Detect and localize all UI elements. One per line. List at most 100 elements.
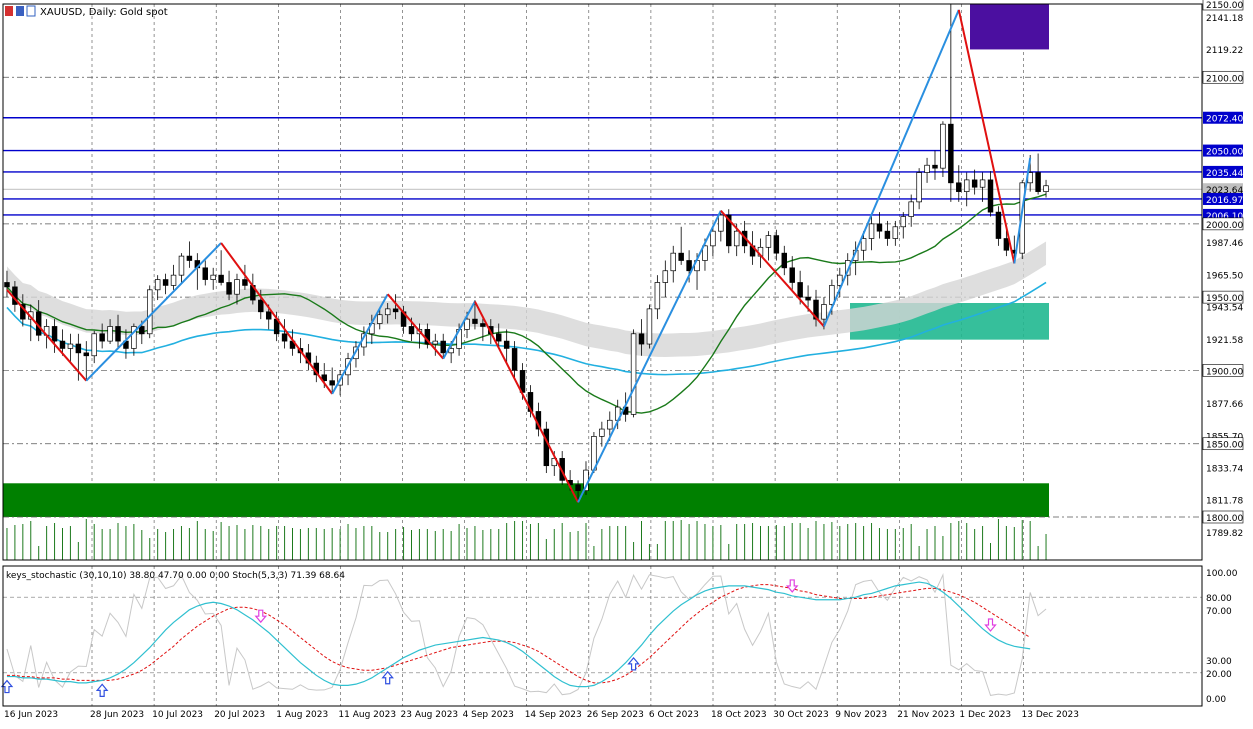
candle-body[interactable] bbox=[726, 214, 732, 247]
candle-body[interactable] bbox=[733, 230, 740, 247]
candle-body[interactable] bbox=[662, 270, 669, 283]
candle-body[interactable] bbox=[789, 267, 795, 283]
candle-body[interactable] bbox=[821, 304, 827, 320]
candle-body[interactable] bbox=[900, 216, 906, 228]
candle-body[interactable] bbox=[971, 179, 978, 188]
candle-body[interactable] bbox=[147, 289, 153, 335]
candle-body[interactable] bbox=[718, 214, 724, 232]
candle-body[interactable] bbox=[83, 352, 90, 357]
candle-body[interactable] bbox=[186, 255, 193, 261]
candle-body[interactable] bbox=[956, 182, 962, 192]
candle-body[interactable] bbox=[226, 282, 232, 295]
candle-body[interactable] bbox=[234, 279, 240, 295]
line-chart-icon[interactable] bbox=[26, 5, 36, 17]
candle-body[interactable] bbox=[781, 252, 788, 269]
candle-body[interactable] bbox=[710, 230, 716, 247]
candle-body[interactable] bbox=[1043, 185, 1049, 192]
candle-body[interactable] bbox=[480, 323, 486, 327]
candle-body[interactable] bbox=[575, 484, 581, 491]
candle-body[interactable] bbox=[107, 326, 113, 342]
candle-body[interactable] bbox=[440, 340, 446, 354]
candle-body[interactable] bbox=[995, 211, 1002, 239]
candle-body[interactable] bbox=[258, 299, 264, 313]
candle-body[interactable] bbox=[1035, 172, 1041, 192]
candle-body[interactable] bbox=[408, 326, 415, 335]
candle-body[interactable] bbox=[646, 308, 653, 345]
candle-body[interactable] bbox=[876, 223, 883, 232]
candle-body[interactable] bbox=[329, 380, 335, 386]
x-tick-label: 1 Aug 2023 bbox=[276, 710, 328, 720]
candle-body[interactable] bbox=[464, 318, 470, 330]
candle-body[interactable] bbox=[987, 179, 994, 213]
bar-chart-icon[interactable] bbox=[5, 6, 13, 16]
candle-body[interactable] bbox=[829, 285, 835, 305]
candle-body[interactable] bbox=[511, 348, 518, 371]
candle-body[interactable] bbox=[805, 296, 811, 301]
candle-body[interactable] bbox=[702, 245, 708, 261]
candle-body[interactable] bbox=[908, 201, 914, 217]
candle-body[interactable] bbox=[607, 419, 613, 430]
candle-body[interactable] bbox=[638, 333, 645, 345]
candle-body[interactable] bbox=[932, 164, 938, 169]
candle-body[interactable] bbox=[503, 340, 510, 349]
candle-body[interactable] bbox=[51, 326, 58, 342]
candle-body[interactable] bbox=[963, 179, 970, 192]
candle-body[interactable] bbox=[837, 274, 843, 286]
candle-body[interactable] bbox=[99, 333, 105, 342]
round-level-tag bbox=[1202, 364, 1244, 377]
candle-body[interactable] bbox=[678, 252, 684, 261]
candle-body[interactable] bbox=[4, 282, 10, 288]
candle-body[interactable] bbox=[813, 299, 819, 320]
candle-body[interactable] bbox=[496, 333, 502, 342]
candle-body[interactable] bbox=[868, 223, 875, 239]
candle-body[interactable] bbox=[654, 282, 661, 310]
candle-body[interactable] bbox=[948, 123, 954, 184]
round-level-tag bbox=[1202, 0, 1244, 11]
zigzag-segment bbox=[6, 289, 88, 382]
candle-body[interactable] bbox=[599, 428, 605, 437]
candle-body[interactable] bbox=[924, 164, 930, 173]
candle-body[interactable] bbox=[1003, 238, 1010, 251]
candle-body[interactable] bbox=[131, 326, 137, 349]
candle-body[interactable] bbox=[210, 274, 216, 280]
candle-body[interactable] bbox=[281, 333, 288, 342]
candle-body[interactable] bbox=[884, 230, 891, 239]
candle-body[interactable] bbox=[845, 260, 851, 276]
candle-body[interactable] bbox=[218, 274, 224, 283]
candle-body[interactable] bbox=[860, 238, 867, 251]
candle-body[interactable] bbox=[384, 308, 391, 316]
candle-body[interactable] bbox=[154, 279, 161, 291]
candle-body[interactable] bbox=[773, 235, 780, 254]
candle-body[interactable] bbox=[979, 179, 986, 188]
candle-body[interactable] bbox=[377, 314, 383, 324]
candle-body[interactable] bbox=[797, 282, 803, 298]
candle-body[interactable] bbox=[472, 318, 478, 324]
candle-body[interactable] bbox=[392, 308, 399, 313]
candle-body[interactable] bbox=[892, 226, 899, 239]
candle-body[interactable] bbox=[432, 340, 439, 345]
candle-body[interactable] bbox=[67, 343, 74, 349]
candle-body[interactable] bbox=[940, 123, 946, 169]
candle-body[interactable] bbox=[265, 311, 272, 320]
candle-body[interactable] bbox=[91, 333, 97, 357]
candle-body[interactable] bbox=[59, 340, 66, 349]
candle-body[interactable] bbox=[765, 235, 772, 248]
candle-body[interactable] bbox=[670, 252, 676, 272]
candle-body[interactable] bbox=[630, 333, 637, 415]
candle-body[interactable] bbox=[178, 255, 185, 276]
candle-chart-icon[interactable] bbox=[16, 6, 24, 16]
candle-body[interactable] bbox=[162, 279, 169, 286]
candle-body[interactable] bbox=[321, 374, 327, 382]
candle-body[interactable] bbox=[170, 274, 177, 286]
candle-body[interactable] bbox=[916, 172, 922, 203]
candle-body[interactable] bbox=[115, 326, 121, 342]
candle-body[interactable] bbox=[686, 260, 692, 272]
zigzag-segment bbox=[220, 242, 333, 395]
candle-body[interactable] bbox=[1019, 182, 1025, 254]
candle-body[interactable] bbox=[139, 326, 145, 335]
candle-body[interactable] bbox=[202, 267, 208, 280]
candle-body[interactable] bbox=[543, 428, 550, 467]
candle-body[interactable] bbox=[75, 343, 82, 354]
candle-body[interactable] bbox=[242, 279, 248, 286]
